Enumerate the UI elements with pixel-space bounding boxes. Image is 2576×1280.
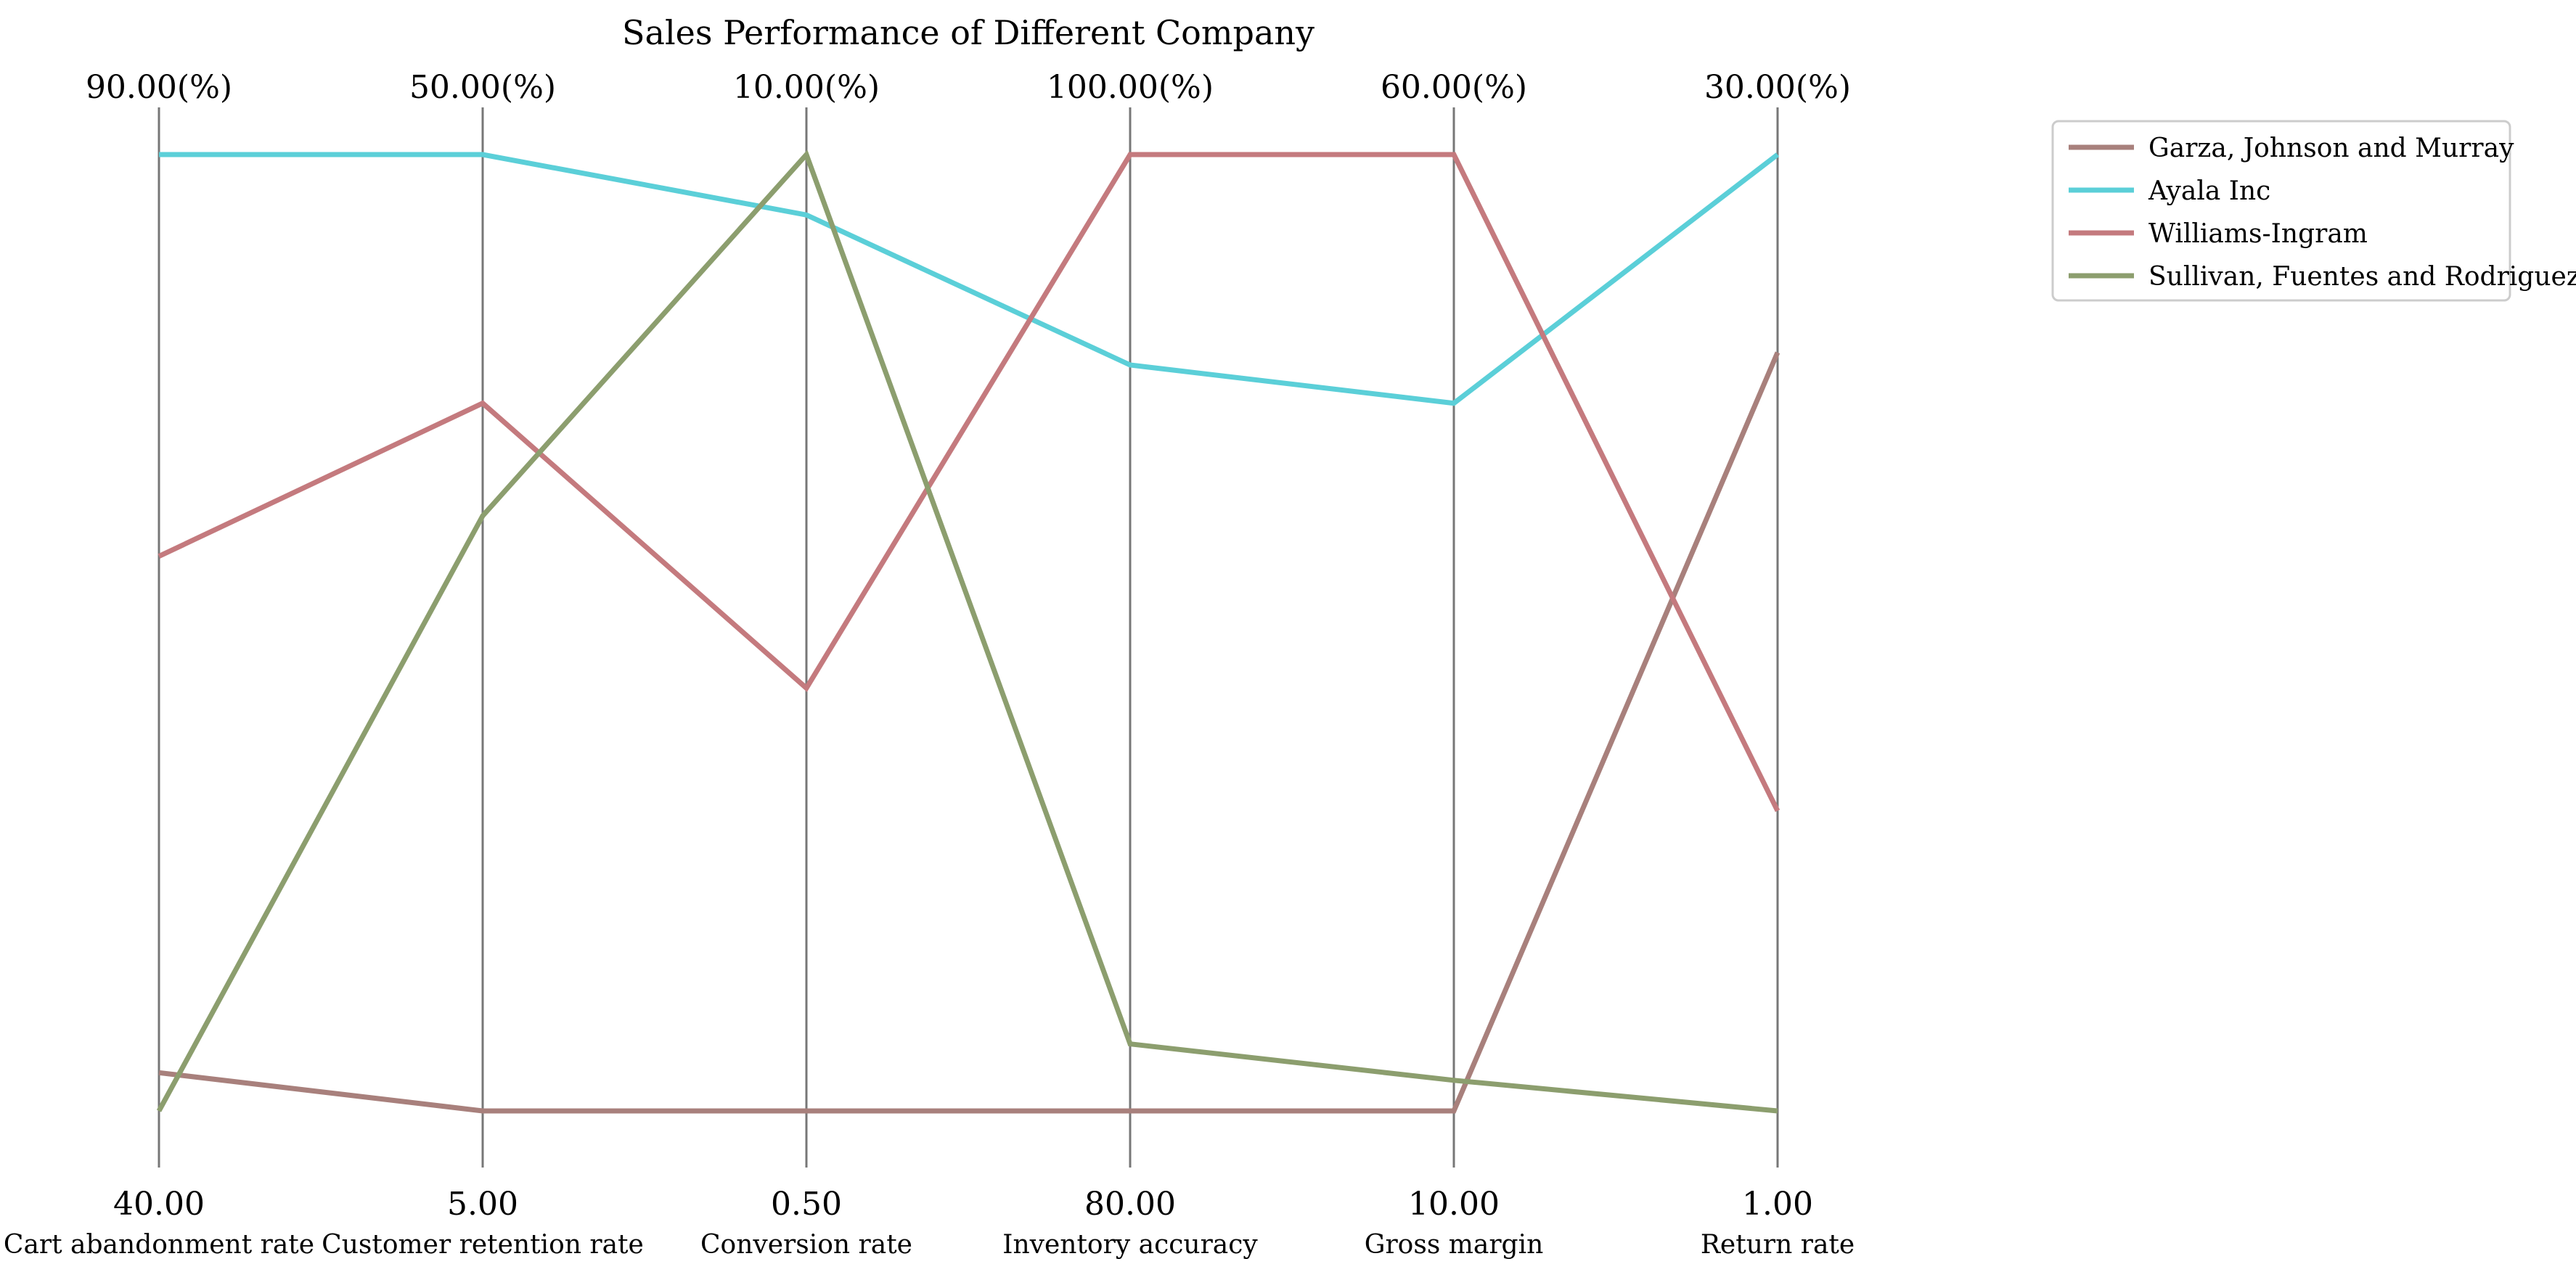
axis-max-label-gross-margin: 60.00(%) [1381, 69, 1527, 106]
series-line-sullivan-fuentes-and-rodriguez [156, 149, 1778, 1114]
chart-title: Sales Performance of Different Company [622, 13, 1314, 52]
axis-min-label-inventory-accuracy: 80.00 [1084, 1186, 1176, 1223]
axis-name-cart-abandonment-rate: Cart abandonment rate [4, 1230, 314, 1260]
series-line-ayala-inc [159, 152, 1780, 406]
legend-label-williams-ingram: Williams-Ingram [2148, 219, 2368, 249]
axis-name-conversion-rate: Conversion rate [700, 1230, 912, 1260]
legend-label-garza-johnson-and-murray: Garza, Johnson and Murray [2148, 134, 2514, 163]
legend-items: Garza, Johnson and Murray Ayala Inc Willia… [2069, 134, 2576, 292]
axis-name-gross-margin: Gross margin [1365, 1230, 1544, 1260]
axis-max-label-conversion-rate: 10.00(%) [733, 69, 880, 106]
legend: Garza, Johnson and Murray Ayala Inc Willia… [2051, 120, 2576, 302]
series-line-garza-johnson-and-murray [158, 351, 1780, 1114]
axis-min-label-customer-retention-rate: 5.00 [447, 1186, 518, 1223]
axis-name-inventory-accuracy: Inventory accuracy [1002, 1230, 1258, 1260]
axis-name-return-rate: Return rate [1701, 1230, 1855, 1260]
axis-name-customer-retention-rate: Customer retention rate [322, 1230, 644, 1260]
axis-max-label-cart-abandonment-rate: 90.00(%) [86, 69, 232, 106]
series-line-williams-ingram [158, 152, 1780, 812]
axes-layer: 90.00(%) 40.00 Cart abandonment rate 50.00(… [4, 69, 1855, 1260]
axis-min-label-return-rate: 1.00 [1742, 1186, 1813, 1223]
series-layer [156, 149, 1780, 1114]
legend-label-sullivan-fuentes-and-rodriguez: Sullivan, Fuentes and Rodriguez [2148, 262, 2576, 292]
axis-min-label-conversion-rate: 0.50 [771, 1186, 842, 1223]
legend-frame [2051, 120, 2511, 302]
axis-max-label-inventory-accuracy: 100.00(%) [1047, 69, 1214, 106]
axis-max-label-return-rate: 30.00(%) [1704, 69, 1851, 106]
axis-min-label-cart-abandonment-rate: 40.00 [113, 1186, 205, 1223]
axis-max-label-customer-retention-rate: 50.00(%) [409, 69, 556, 106]
axis-min-label-gross-margin: 10.00 [1408, 1186, 1500, 1223]
legend-label-ayala-inc: Ayala Inc [2148, 176, 2270, 206]
